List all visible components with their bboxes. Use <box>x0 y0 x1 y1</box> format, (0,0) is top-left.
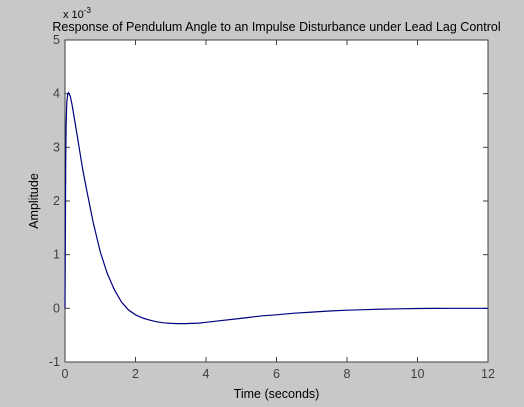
x-tick-label: 8 <box>344 367 351 381</box>
chart-title: Response of Pendulum Angle to an Impulse… <box>52 20 500 34</box>
y-tick-label: 5 <box>53 33 60 47</box>
series-line <box>64 91 488 325</box>
axis-exponent-label: x 10-3 <box>63 6 91 21</box>
x-axis-label: Time (seconds) <box>234 387 320 401</box>
x-tick-label: 0 <box>62 367 69 381</box>
y-tick-label: 4 <box>53 87 60 101</box>
axes-background <box>64 39 489 363</box>
x-tick-label: 2 <box>132 367 139 381</box>
y-tick-label: 2 <box>53 194 60 208</box>
y-tick-label: -1 <box>49 355 60 369</box>
x-tick-label: 6 <box>273 367 280 381</box>
y-tick-label: 1 <box>53 248 60 262</box>
x-tick-label: 12 <box>481 367 495 381</box>
y-tick-label: 3 <box>53 140 60 154</box>
plot-lines <box>64 91 488 325</box>
x-tick-label: 10 <box>411 367 425 381</box>
y-tick-label: 0 <box>53 301 60 315</box>
x-tick-label: 4 <box>203 367 210 381</box>
y-axis-label: Amplitude <box>27 173 41 229</box>
